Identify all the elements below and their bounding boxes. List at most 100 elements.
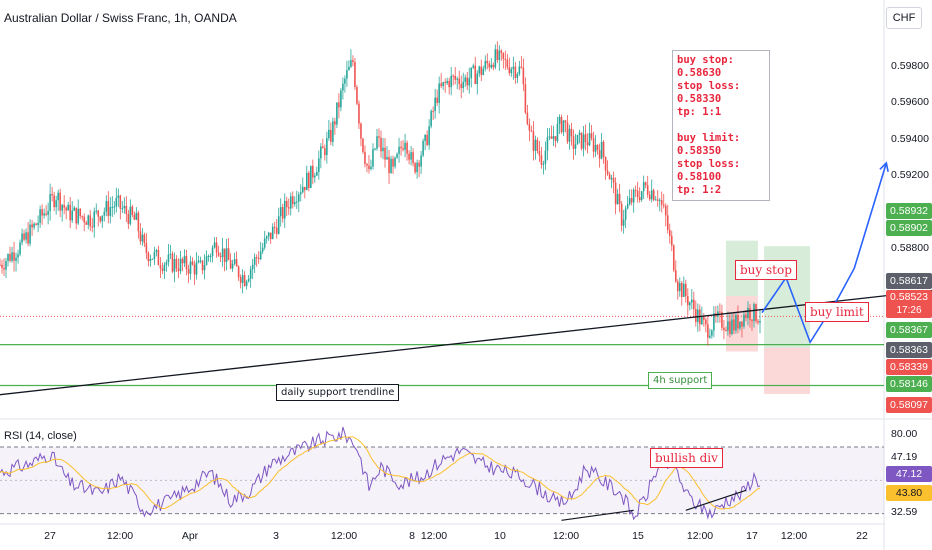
candle-body [253, 257, 256, 265]
candle-body [719, 311, 721, 313]
candle-body [418, 162, 420, 167]
candle-body [380, 137, 382, 152]
candle-body [43, 213, 45, 216]
candle-body [45, 213, 47, 215]
candle-body [514, 66, 517, 78]
candle-body [713, 313, 715, 331]
candle-body [77, 208, 80, 224]
candle-body [115, 197, 118, 207]
candle-body [546, 137, 549, 151]
candle-body [743, 314, 745, 327]
candle-body [642, 182, 645, 192]
candle-body [739, 321, 741, 329]
candle-body [508, 67, 511, 74]
candle-body [133, 214, 136, 220]
candle-body [179, 258, 182, 272]
candle-body [759, 320, 761, 323]
candle-body [354, 62, 356, 88]
currency-button[interactable]: CHF [886, 7, 922, 29]
candle-body [215, 242, 218, 253]
candle-body [588, 133, 591, 146]
candle-body [1, 264, 3, 269]
candle-body [83, 216, 86, 223]
candle-body [749, 308, 751, 320]
candle-body [25, 232, 27, 240]
price-tag-buy-stop: 0.58617 [886, 273, 932, 289]
candle-body [498, 50, 501, 61]
candle-body [141, 234, 144, 242]
candle-body [402, 148, 404, 150]
candle-body [446, 80, 448, 84]
candle-body [217, 252, 220, 256]
candle-body [584, 134, 587, 143]
candle-body [540, 155, 543, 165]
candle-body [31, 224, 33, 228]
candle-body [729, 321, 731, 334]
candle-body [687, 296, 689, 306]
candle-body [181, 258, 184, 264]
price-tag-tp-stop: 0.58932 [886, 203, 932, 219]
candle-body [662, 204, 665, 206]
candle-body [492, 64, 495, 68]
candle-body [308, 172, 310, 188]
candle-body [703, 316, 705, 320]
candle-body [562, 120, 565, 133]
candle-body [314, 175, 316, 178]
buy-stop-label: buy stop [735, 260, 797, 280]
candle-body [476, 73, 479, 84]
rsi-ma-tag: 43.80 [886, 485, 932, 501]
candle-body [322, 146, 324, 149]
candle-body [47, 211, 49, 215]
candle-body [444, 82, 446, 84]
candle-body [223, 248, 226, 262]
candle-body [735, 315, 737, 331]
candle-body [273, 226, 276, 228]
candle-body [460, 84, 463, 89]
candle-body [520, 66, 523, 68]
candle-body [163, 264, 166, 271]
candle-body [342, 83, 344, 91]
candle-body [259, 251, 262, 259]
candle-body [356, 87, 358, 104]
price-tag-stop-loss-2: 0.58097 [886, 397, 932, 413]
candle-body [392, 158, 394, 167]
candle-body [55, 200, 57, 208]
candle-body [219, 255, 222, 258]
chart-title: Australian Dollar / Swiss Franc, 1h, OAN… [4, 11, 237, 25]
candle-body [574, 144, 577, 149]
candle-body [624, 208, 627, 220]
candle-body [464, 77, 467, 82]
candle-body [362, 138, 364, 153]
candle-body [155, 250, 158, 252]
candle-body [654, 199, 657, 201]
candle-body [406, 142, 408, 154]
candle-body [632, 189, 635, 203]
candle-body [205, 256, 208, 265]
candle-body [678, 282, 681, 292]
candle-body [414, 163, 416, 173]
candle-body [310, 165, 312, 188]
candle-body [466, 77, 469, 86]
candle-body [233, 259, 236, 264]
candle-body [269, 232, 272, 240]
candle-body [731, 319, 733, 334]
x-tick-label: 12:00 [552, 530, 580, 542]
price-tag-support-2: 0.58146 [886, 376, 932, 392]
candle-body [41, 209, 43, 216]
candle-body [265, 236, 268, 239]
candle-body [490, 64, 493, 68]
candle-body [458, 78, 461, 85]
candle-body [368, 165, 370, 170]
candle-body [97, 210, 100, 217]
candle-body [390, 158, 392, 174]
rsi-ma-line [0, 436, 761, 510]
candle-body [334, 121, 336, 125]
candle-body [556, 123, 559, 142]
candle-body [636, 190, 639, 198]
candle-body [275, 227, 278, 234]
candle-body [287, 207, 290, 209]
candle-body [456, 78, 459, 80]
x-tick-label: 12:00 [686, 530, 714, 542]
